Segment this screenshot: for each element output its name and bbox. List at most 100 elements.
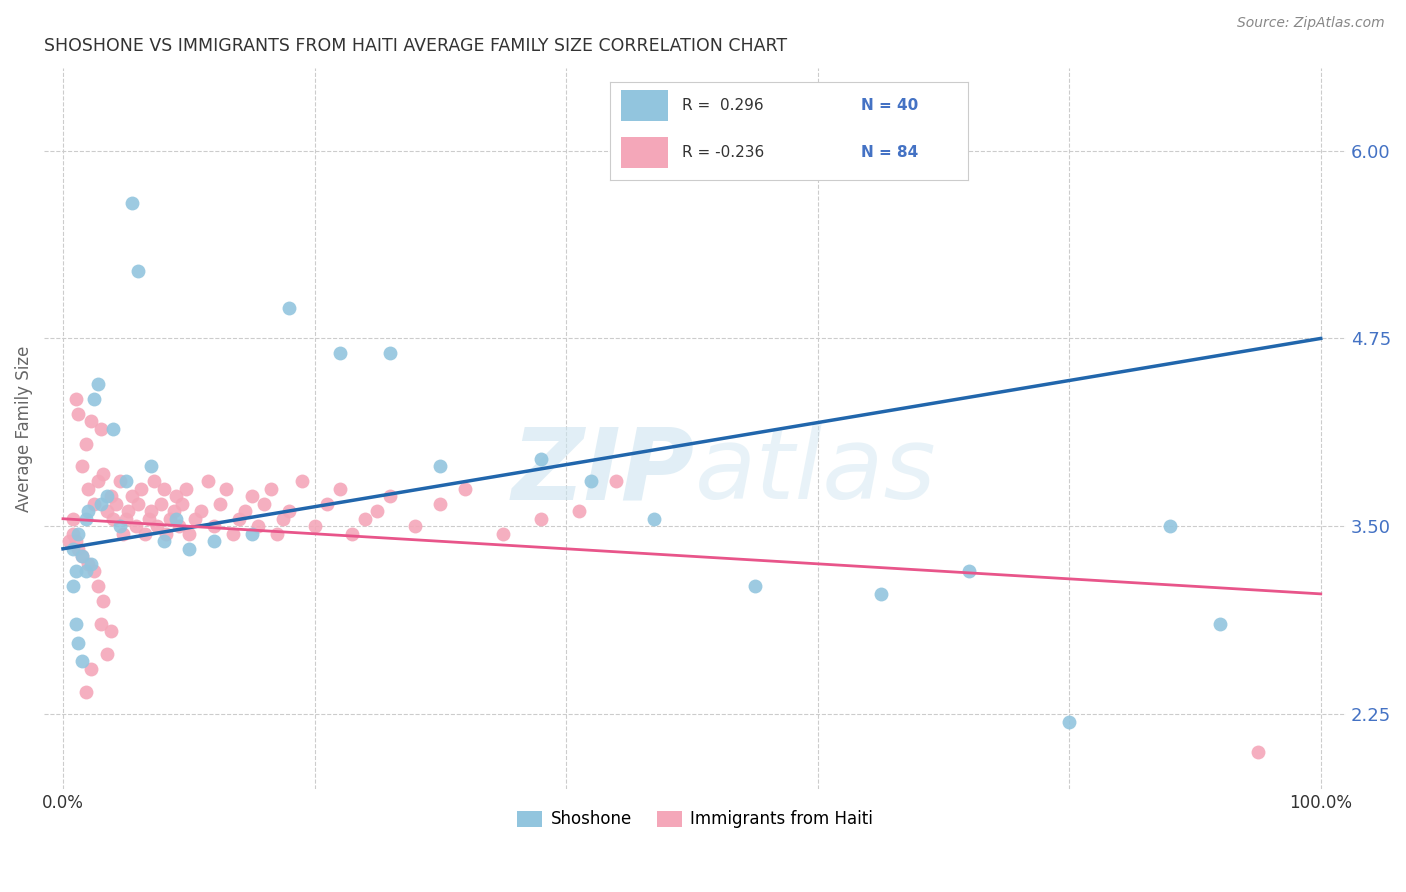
Legend: Shoshone, Immigrants from Haiti: Shoshone, Immigrants from Haiti: [510, 804, 880, 835]
Point: [77, 504, 100, 518]
Point: [91, 594, 114, 608]
Point: [125, 519, 148, 533]
Point: [96, 489, 118, 503]
Text: atlas: atlas: [695, 424, 936, 520]
Point: [115, 512, 138, 526]
Point: [139, 504, 162, 518]
Point: [605, 474, 627, 488]
Point: [378, 346, 401, 360]
Point: [366, 504, 388, 518]
Point: [70, 549, 93, 564]
Point: [190, 504, 212, 518]
Point: [530, 512, 553, 526]
Point: [103, 512, 125, 526]
Point: [869, 587, 891, 601]
Point: [152, 482, 174, 496]
Point: [184, 512, 207, 526]
Point: [70, 459, 93, 474]
Point: [62, 579, 84, 593]
Point: [67, 636, 90, 650]
Point: [159, 512, 181, 526]
Point: [77, 557, 100, 571]
Point: [90, 497, 112, 511]
Point: [404, 519, 426, 533]
Point: [83, 392, 105, 406]
Point: [1209, 616, 1232, 631]
Text: Source: ZipAtlas.com: Source: ZipAtlas.com: [1237, 16, 1385, 30]
Point: [957, 565, 980, 579]
Point: [100, 489, 122, 503]
Point: [65, 565, 87, 579]
Point: [62, 541, 84, 556]
Point: [209, 497, 232, 511]
Point: [108, 519, 131, 533]
Point: [155, 526, 177, 541]
Point: [240, 489, 263, 503]
Point: [104, 497, 127, 511]
Point: [259, 482, 281, 496]
Point: [108, 474, 131, 488]
Point: [127, 264, 149, 278]
Point: [353, 512, 375, 526]
Point: [62, 512, 84, 526]
Point: [121, 489, 143, 503]
Point: [165, 489, 187, 503]
Point: [87, 579, 110, 593]
Point: [240, 526, 263, 541]
Point: [253, 497, 276, 511]
Point: [271, 512, 294, 526]
Point: [87, 376, 110, 391]
Point: [177, 526, 200, 541]
Y-axis label: Average Family Size: Average Family Size: [15, 345, 32, 512]
Point: [278, 504, 301, 518]
Point: [79, 662, 101, 676]
Point: [492, 526, 515, 541]
Point: [163, 504, 186, 518]
Point: [67, 541, 90, 556]
Point: [266, 526, 288, 541]
Point: [90, 616, 112, 631]
Point: [138, 512, 160, 526]
Point: [246, 519, 269, 533]
Point: [112, 526, 135, 541]
Point: [235, 504, 257, 518]
Point: [79, 557, 101, 571]
Point: [90, 421, 112, 435]
Point: [1159, 519, 1181, 533]
Point: [87, 474, 110, 488]
Point: [304, 519, 326, 533]
Point: [643, 512, 665, 526]
Point: [278, 301, 301, 316]
Point: [174, 482, 197, 496]
Point: [202, 519, 225, 533]
Point: [70, 549, 93, 564]
Point: [581, 474, 603, 488]
Point: [91, 467, 114, 481]
Point: [329, 482, 352, 496]
Point: [342, 526, 364, 541]
Point: [62, 526, 84, 541]
Point: [96, 504, 118, 518]
Text: ZIP: ZIP: [512, 424, 695, 520]
Point: [568, 504, 591, 518]
Point: [197, 474, 219, 488]
Point: [291, 474, 314, 488]
Point: [83, 497, 105, 511]
Point: [96, 647, 118, 661]
Point: [65, 616, 87, 631]
Point: [67, 526, 90, 541]
Point: [77, 482, 100, 496]
Point: [65, 534, 87, 549]
Text: SHOSHONE VS IMMIGRANTS FROM HAITI AVERAGE FAMILY SIZE CORRELATION CHART: SHOSHONE VS IMMIGRANTS FROM HAITI AVERAG…: [44, 37, 787, 55]
Point: [165, 512, 187, 526]
Point: [172, 497, 194, 511]
Point: [75, 565, 97, 579]
Point: [454, 482, 477, 496]
Point: [127, 497, 149, 511]
Point: [58, 534, 80, 549]
Point: [121, 196, 143, 211]
Point: [744, 579, 766, 593]
Point: [117, 504, 139, 518]
Point: [222, 526, 245, 541]
Point: [134, 526, 156, 541]
